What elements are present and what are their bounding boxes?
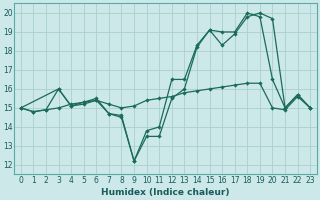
X-axis label: Humidex (Indice chaleur): Humidex (Indice chaleur) xyxy=(101,188,230,197)
